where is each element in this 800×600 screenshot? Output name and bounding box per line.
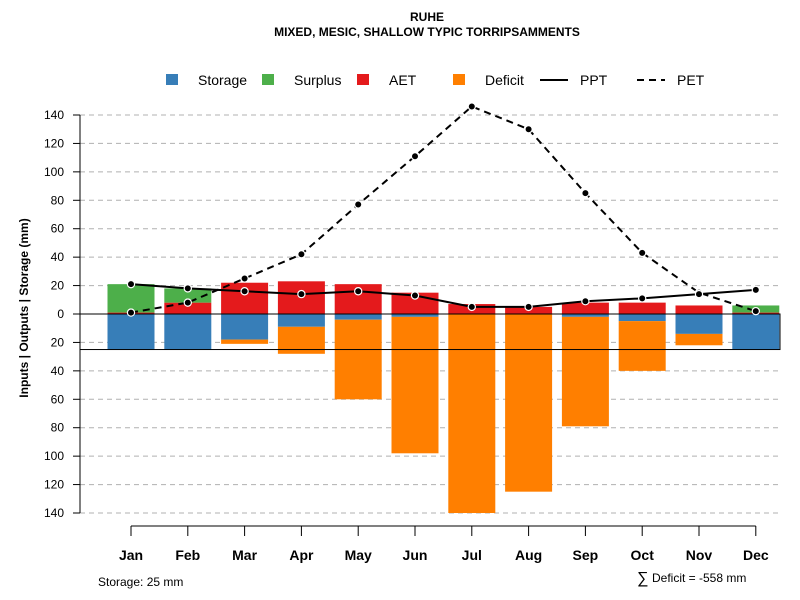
chart-title: RUHE — [410, 10, 444, 24]
pet-point — [240, 274, 249, 283]
ppt-point — [467, 302, 476, 312]
storage-bar — [732, 314, 780, 350]
y-tick-label: 0 — [57, 307, 64, 321]
x-tick-label: Mar — [232, 547, 257, 563]
ppt-point — [410, 291, 420, 300]
pet-point — [581, 188, 590, 198]
y-tick-label: 80 — [51, 421, 65, 435]
ppt-point — [694, 289, 704, 299]
storage-bar — [675, 314, 723, 334]
pet-point — [183, 298, 192, 307]
legend-swatch — [453, 74, 465, 85]
chart-subtitle: MIXED, MESIC, SHALLOW TYPIC TORRIPSAMMEN… — [274, 25, 580, 39]
storage-note: Storage: 25 mm — [98, 575, 183, 589]
pet-point — [297, 250, 306, 259]
deficit-bar — [561, 316, 609, 427]
ppt-line — [130, 283, 756, 308]
legend-swatch — [357, 74, 369, 85]
x-tick-label: May — [345, 547, 372, 563]
storage-bar — [334, 314, 382, 320]
legend-label: Deficit — [485, 72, 524, 88]
legend-label: Surplus — [294, 72, 341, 88]
legend-swatch — [166, 74, 178, 85]
deficit-note: Deficit = -558 mm — [652, 571, 746, 585]
storage-bar — [561, 314, 609, 317]
storage-bar — [164, 314, 212, 350]
deficit-bar — [618, 321, 666, 371]
legend-label: PET — [677, 72, 705, 88]
pet-point — [524, 125, 533, 134]
y-tick-label: 40 — [51, 250, 65, 264]
legend-label: AET — [389, 72, 417, 88]
pet-line — [130, 105, 757, 314]
deficit-bar — [391, 316, 439, 454]
pet-point — [410, 152, 420, 161]
y-axis-label: Inputs | Outputs | Storage (mm) — [17, 218, 31, 397]
legend-label: Storage — [198, 72, 247, 88]
deficit-bar — [334, 319, 382, 400]
storage-bar — [107, 314, 155, 350]
surplus-bar — [164, 288, 212, 303]
ppt-point — [581, 297, 590, 306]
y-tick-label: 120 — [44, 478, 64, 492]
bars — [107, 281, 780, 513]
x-tick-label: Apr — [289, 547, 314, 563]
pet-point — [126, 308, 136, 317]
x-tick-label: Jul — [462, 547, 482, 563]
pet-point — [467, 102, 476, 111]
deficit-sum-symbol: ∑ — [637, 570, 648, 587]
x-tick-label: Oct — [631, 547, 655, 563]
ppt-point — [240, 287, 249, 296]
ppt-point — [183, 284, 192, 293]
x-tick-label: Sep — [573, 547, 599, 563]
axes: 140 120 100 80 60 40 20 0 20 40 60 80 100 120 140 Jan Fe… — [44, 108, 769, 563]
aet-bar — [675, 305, 723, 314]
storage-bar — [391, 314, 439, 317]
ppt-point — [638, 294, 647, 303]
x-tick-label: Jun — [403, 547, 428, 563]
y-tick-label: 120 — [44, 136, 64, 150]
storage-bar — [618, 314, 666, 322]
y-tick-label: 140 — [44, 108, 64, 122]
storage-bar — [277, 314, 325, 327]
legend-label: PPT — [580, 72, 608, 88]
y-tick-label: 20 — [51, 335, 65, 349]
lines — [126, 102, 761, 317]
x-tick-label: Feb — [175, 547, 200, 563]
ppt-point — [751, 285, 761, 295]
x-tick-label: Aug — [515, 547, 542, 563]
pet-point — [354, 200, 363, 209]
x-tick-label: Jan — [119, 547, 143, 563]
deficit-bar — [448, 314, 496, 513]
deficit-bar — [505, 314, 553, 492]
ppt-point — [126, 279, 136, 289]
y-tick-label: 100 — [44, 165, 64, 179]
y-tick-label: 40 — [51, 364, 65, 378]
pet-point — [638, 248, 647, 258]
legend-swatch — [262, 74, 274, 85]
ppt-point — [297, 289, 306, 299]
aet-bar — [561, 302, 609, 314]
surplus-bar — [107, 284, 155, 313]
ppt-point — [354, 287, 363, 296]
y-tick-label: 60 — [51, 392, 65, 406]
x-tick-label: Nov — [686, 547, 713, 563]
y-tick-label: 80 — [51, 193, 65, 207]
x-tick-label: Dec — [743, 547, 769, 563]
y-tick-label: 20 — [51, 279, 65, 293]
y-tick-label: 140 — [44, 506, 64, 520]
aet-bar — [618, 302, 666, 314]
chart-legend: Storage Surplus AET Deficit PPT PET — [166, 72, 705, 88]
ppt-point — [524, 302, 533, 312]
pet-point — [751, 306, 761, 316]
y-tick-label: 60 — [51, 222, 65, 236]
storage-bar — [221, 314, 269, 340]
deficit-bar — [675, 333, 723, 346]
deficit-bar — [221, 339, 269, 344]
y-tick-label: 100 — [44, 449, 64, 463]
aet-bar — [164, 302, 212, 314]
